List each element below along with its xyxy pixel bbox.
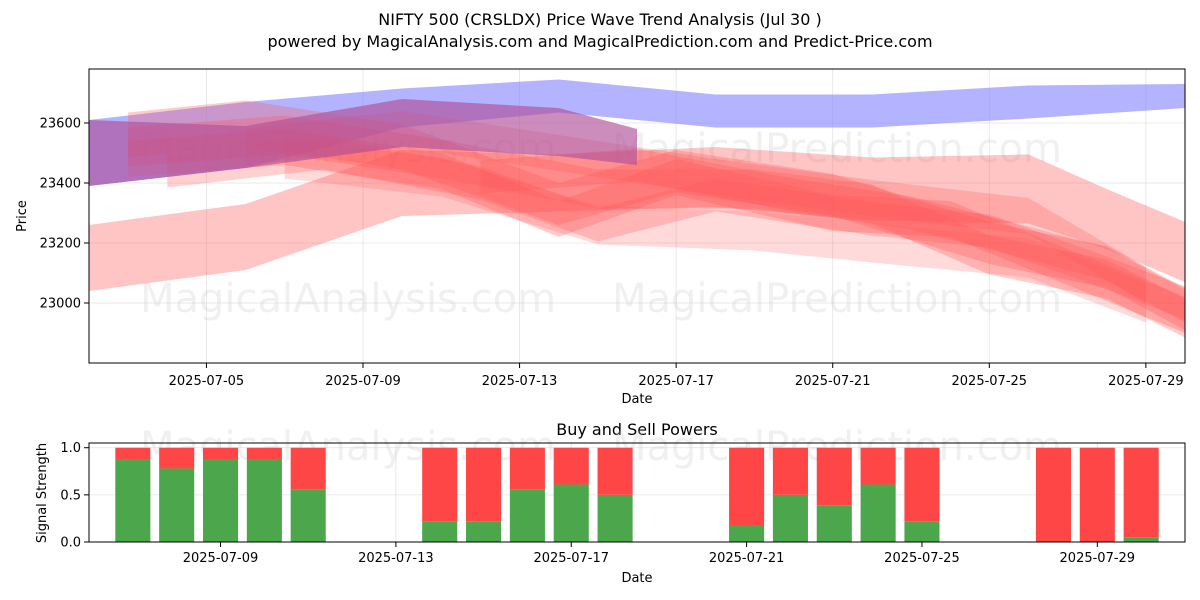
wave-bands bbox=[89, 79, 1186, 338]
wave-band-red-2 bbox=[89, 147, 1185, 291]
chart-subtitle: powered by MagicalAnalysis.com and Magic… bbox=[267, 32, 932, 51]
signal-x-tick-label: 2025-07-25 bbox=[884, 551, 960, 566]
sell-bar bbox=[246, 447, 282, 460]
buy-bar bbox=[772, 494, 808, 542]
buy-bar bbox=[466, 521, 502, 542]
price-x-axis-label: Date bbox=[621, 392, 652, 407]
watermark-analysis-mid: MagicalAnalysis.com bbox=[140, 276, 556, 322]
sell-bar bbox=[772, 447, 808, 495]
buy-bar bbox=[115, 459, 151, 542]
price-plot-frame bbox=[88, 68, 1186, 364]
sell-bar bbox=[422, 447, 458, 522]
buy-bar bbox=[597, 494, 633, 542]
price-x-tick-label: 2025-07-25 bbox=[952, 374, 1028, 389]
sell-bar bbox=[597, 447, 633, 495]
wave-band-red-8 bbox=[284, 139, 1146, 323]
chart-title: NIFTY 500 (CRSLDX) Price Wave Trend Anal… bbox=[378, 10, 821, 29]
buy-sell-panel: Buy and Sell Powers MagicalAnalysis.com … bbox=[35, 420, 1186, 586]
price-x-tick-label: 2025-07-13 bbox=[482, 374, 558, 389]
buy-bar bbox=[422, 521, 458, 542]
buy-bar bbox=[904, 521, 940, 542]
buy-bar bbox=[159, 468, 195, 542]
price-wave-panel: MagicalAnalysis.com MagicalPrediction.co… bbox=[15, 68, 1186, 407]
signal-x-axis-label: Date bbox=[621, 571, 652, 586]
sell-bar bbox=[1035, 447, 1072, 542]
price-y-tick-label: 23400 bbox=[40, 177, 81, 192]
sell-bar bbox=[466, 447, 502, 522]
price-axis-ticks: 2025-07-05 2025-07-09 2025-07-13 2025-07-17… bbox=[40, 117, 1184, 390]
sell-bar bbox=[509, 447, 545, 490]
sell-bar bbox=[1123, 447, 1159, 538]
buy-bar bbox=[509, 489, 545, 542]
buy-bar bbox=[290, 489, 326, 542]
sell-bar bbox=[1079, 447, 1115, 542]
buy-bar bbox=[816, 505, 852, 542]
signal-x-tick-label: 2025-07-17 bbox=[533, 551, 609, 566]
signal-y-tick-label: 0.5 bbox=[60, 488, 81, 503]
watermark-prediction-top: MagicalPrediction.com bbox=[612, 126, 1062, 172]
signal-x-tick-label: 2025-07-29 bbox=[1060, 551, 1136, 566]
signal-y-tick-label: 1.0 bbox=[60, 441, 81, 456]
sell-bar bbox=[202, 447, 239, 460]
sell-bar bbox=[729, 447, 765, 526]
wave-band-red-6 bbox=[167, 136, 1186, 320]
watermark-prediction-mid: MagicalPrediction.com bbox=[612, 276, 1062, 322]
sell-bar bbox=[159, 447, 195, 469]
sell-bar bbox=[860, 447, 896, 485]
buy-bar bbox=[1123, 537, 1159, 542]
wave-band-red-9 bbox=[480, 148, 1185, 323]
sell-bar bbox=[115, 447, 151, 460]
signal-x-tick-label: 2025-07-09 bbox=[183, 551, 259, 566]
sell-bar bbox=[290, 447, 326, 490]
signal-x-tick-label: 2025-07-21 bbox=[709, 551, 785, 566]
signal-y-axis-label: Signal Strength bbox=[35, 443, 50, 543]
wave-band-purple-1 bbox=[89, 99, 637, 186]
buy-sell-title: Buy and Sell Powers bbox=[556, 420, 718, 439]
signal-y-tick-label: 0.0 bbox=[60, 536, 81, 551]
buy-bar bbox=[202, 459, 239, 542]
signal-plot-frame bbox=[88, 442, 1186, 543]
sell-bar bbox=[816, 447, 852, 506]
price-x-tick-label: 2025-07-05 bbox=[169, 374, 245, 389]
price-y-tick-label: 23600 bbox=[40, 117, 81, 132]
sell-bar bbox=[904, 447, 940, 522]
signal-x-tick-label: 2025-07-13 bbox=[358, 551, 434, 566]
price-x-tick-label: 2025-07-29 bbox=[1108, 374, 1184, 389]
signal-bars bbox=[115, 447, 1159, 542]
wave-band-red-3 bbox=[128, 100, 1186, 330]
buy-bar bbox=[729, 525, 765, 542]
price-x-tick-label: 2025-07-21 bbox=[795, 374, 871, 389]
price-y-axis-label: Price bbox=[15, 200, 30, 232]
signal-watermarks: MagicalAnalysis.com MagicalPrediction.co… bbox=[140, 424, 1062, 470]
signal-axis-ticks: 2025-07-09 2025-07-13 2025-07-17 2025-07-21… bbox=[60, 441, 1135, 566]
buy-bar bbox=[246, 459, 282, 542]
buy-bar bbox=[860, 484, 896, 542]
wave-band-red-5 bbox=[128, 129, 1186, 333]
price-y-tick-label: 23200 bbox=[40, 237, 81, 252]
price-y-tick-label: 23000 bbox=[40, 297, 81, 312]
sell-bar bbox=[553, 447, 589, 485]
buy-bar bbox=[553, 484, 589, 542]
price-x-tick-label: 2025-07-17 bbox=[638, 374, 714, 389]
price-x-tick-label: 2025-07-09 bbox=[325, 374, 401, 389]
